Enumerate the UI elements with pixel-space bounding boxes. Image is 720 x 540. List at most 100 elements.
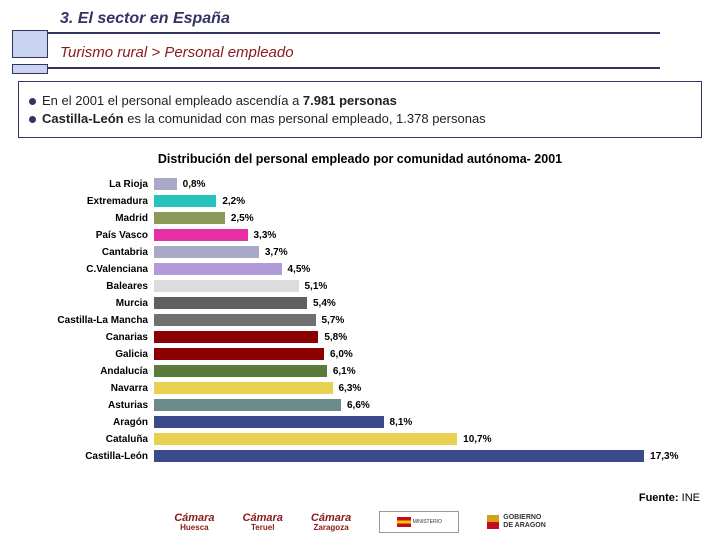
bar — [154, 212, 225, 224]
bar-area: 2,5% — [154, 212, 690, 224]
value-label: 5,4% — [313, 298, 336, 309]
footer-logos: CámaraHuesca CámaraTeruel CámaraZaragoza MI… — [0, 508, 720, 536]
category-label: Murcia — [24, 298, 154, 309]
chart-row: Extremadura 2,2% — [24, 193, 690, 209]
chart-source: Fuente: INE — [639, 492, 700, 504]
bar — [154, 399, 341, 411]
header: 3. El sector en España — [0, 0, 720, 34]
subtitle: Turismo rural > Personal empleado — [0, 34, 720, 67]
category-label: Canarias — [24, 332, 154, 343]
bullet-dot-icon — [29, 116, 36, 123]
bar — [154, 297, 307, 309]
bar — [154, 195, 216, 207]
bar — [154, 246, 259, 258]
bullet-suffix: es la comunidad con mas personal emplead… — [124, 111, 486, 126]
value-label: 2,5% — [231, 213, 254, 224]
chart-row: Aragón 8,1% — [24, 414, 690, 430]
bar-area: 10,7% — [154, 433, 690, 445]
chart-row: Madrid 2,5% — [24, 210, 690, 226]
chart-row: Asturias 6,6% — [24, 397, 690, 413]
value-label: 5,8% — [324, 332, 347, 343]
chart-row: País Vasco 3,3% — [24, 227, 690, 243]
value-label: 6,1% — [333, 366, 356, 377]
chart-row: Canarias 5,8% — [24, 329, 690, 345]
bar-area: 3,7% — [154, 246, 690, 258]
value-label: 2,2% — [222, 196, 245, 207]
bar — [154, 416, 384, 428]
chart-row: Castilla-La Mancha5,7% — [24, 312, 690, 328]
category-label: País Vasco — [24, 230, 154, 241]
category-label: Galicia — [24, 349, 154, 360]
chart-row: Cantabria 3,7% — [24, 244, 690, 260]
value-label: 8,1% — [390, 417, 413, 428]
section-title: 3. El sector en España — [60, 10, 720, 28]
bar — [154, 331, 318, 343]
camara-logo: CámaraHuesca — [174, 513, 214, 532]
chart-row: Baleares5,1% — [24, 278, 690, 294]
gobierno-aragon-logo: GOBIERNODE ARAGON — [487, 514, 546, 529]
bar-area: 3,3% — [154, 229, 690, 241]
bullet-row: Castilla-León es la comunidad con mas pe… — [29, 111, 691, 126]
bullet-text: En el 2001 el personal empleado ascendía… — [42, 93, 303, 108]
category-label: Asturias — [24, 400, 154, 411]
bar-area: 4,5% — [154, 263, 690, 275]
bar-area: 6,6% — [154, 399, 690, 411]
ministerio-logo: MINISTERIO — [379, 511, 459, 533]
value-label: 0,8% — [183, 179, 206, 190]
chart-row: C.Valenciana 4,5% — [24, 261, 690, 277]
chart-area: La Rioja 0,8% Extremadura 2,2% Madrid 2,5% Paí… — [24, 176, 690, 464]
bar — [154, 450, 644, 462]
bar-area: 6,1% — [154, 365, 690, 377]
category-label: Navarra — [24, 383, 154, 394]
bar — [154, 382, 333, 394]
bar-area: 5,7% — [154, 314, 690, 326]
subtitle-accent-box — [12, 64, 48, 74]
bullet-bold: Castilla-León — [42, 111, 124, 126]
value-label: 5,7% — [322, 315, 345, 326]
bullet-bold: 7.981 personas — [303, 93, 397, 108]
category-label: Cantabria — [24, 247, 154, 258]
category-label: Cataluña — [24, 434, 154, 445]
value-label: 3,3% — [254, 230, 277, 241]
bar — [154, 280, 299, 292]
chart-title: Distribución del personal empleado por c… — [0, 152, 720, 166]
category-label: Andalucía — [24, 366, 154, 377]
category-label: Baleares — [24, 281, 154, 292]
value-label: 4,5% — [288, 264, 311, 275]
category-label: La Rioja — [24, 179, 154, 190]
header-accent-box — [12, 30, 48, 58]
category-label: Aragón — [24, 417, 154, 428]
bar — [154, 348, 324, 360]
category-label: Castilla-León — [24, 451, 154, 462]
chart-row: La Rioja 0,8% — [24, 176, 690, 192]
bar — [154, 178, 177, 190]
chart-row: Cataluña10,7% — [24, 431, 690, 447]
category-label: Madrid — [24, 213, 154, 224]
category-label: C.Valenciana — [24, 264, 154, 275]
chart-row: Navarra6,3% — [24, 380, 690, 396]
chart-row: Galicia 6,0% — [24, 346, 690, 362]
bar — [154, 263, 282, 275]
chart-row: Murcia 5,4% — [24, 295, 690, 311]
value-label: 6,6% — [347, 400, 370, 411]
subtitle-underline — [20, 67, 660, 69]
bar — [154, 365, 327, 377]
bar-area: 2,2% — [154, 195, 690, 207]
bar-area: 5,1% — [154, 280, 690, 292]
bullet-dot-icon — [29, 98, 36, 105]
source-value: INE — [682, 492, 700, 504]
bullets-box: En el 2001 el personal empleado ascendía… — [18, 81, 702, 138]
category-label: Extremadura — [24, 196, 154, 207]
value-label: 17,3% — [650, 451, 678, 462]
camara-logo: CámaraZaragoza — [311, 513, 351, 532]
bar-area: 5,4% — [154, 297, 690, 309]
camara-logo: CámaraTeruel — [243, 513, 283, 532]
bar-area: 6,0% — [154, 348, 690, 360]
value-label: 3,7% — [265, 247, 288, 258]
value-label: 6,0% — [330, 349, 353, 360]
bullet-row: En el 2001 el personal empleado ascendía… — [29, 93, 691, 108]
chart-row: Castilla-León 17,3% — [24, 448, 690, 464]
bar — [154, 229, 248, 241]
bar-area: 8,1% — [154, 416, 690, 428]
bar — [154, 314, 316, 326]
